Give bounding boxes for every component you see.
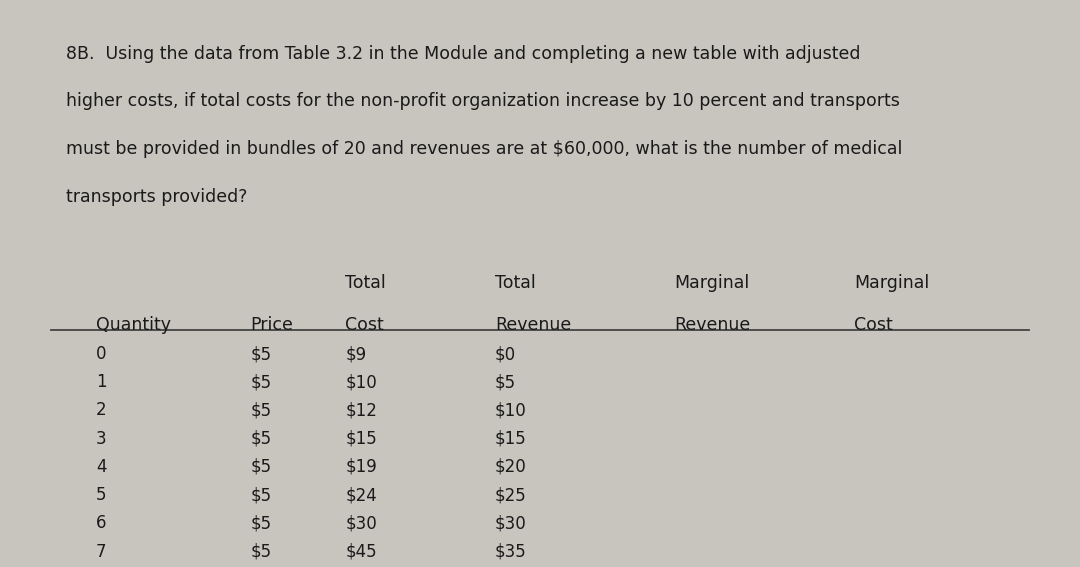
- Text: $12: $12: [346, 401, 377, 420]
- Text: $5: $5: [251, 373, 272, 391]
- Text: Cost: Cost: [854, 316, 893, 334]
- Text: 7: 7: [96, 543, 107, 561]
- Text: Revenue: Revenue: [675, 316, 751, 334]
- Text: $5: $5: [251, 401, 272, 420]
- Text: Cost: Cost: [346, 316, 384, 334]
- Text: 8B.  Using the data from Table 3.2 in the Module and completing a new table with: 8B. Using the data from Table 3.2 in the…: [66, 45, 861, 62]
- Text: $5: $5: [251, 486, 272, 504]
- Text: $0: $0: [495, 345, 516, 363]
- Text: $5: $5: [495, 373, 516, 391]
- Text: Price: Price: [251, 316, 294, 334]
- Text: 3: 3: [96, 430, 107, 448]
- Text: Marginal: Marginal: [854, 274, 930, 292]
- Text: Revenue: Revenue: [495, 316, 571, 334]
- Text: 1: 1: [96, 373, 107, 391]
- Text: 5: 5: [96, 486, 107, 504]
- Text: $10: $10: [346, 373, 377, 391]
- Text: $15: $15: [495, 430, 527, 448]
- Text: $9: $9: [346, 345, 366, 363]
- Text: $24: $24: [346, 486, 377, 504]
- Text: $5: $5: [251, 430, 272, 448]
- Text: Total: Total: [346, 274, 387, 292]
- Text: $5: $5: [251, 345, 272, 363]
- Text: $45: $45: [346, 543, 377, 561]
- Text: transports provided?: transports provided?: [66, 188, 247, 206]
- Text: higher costs, if total costs for the non-profit organization increase by 10 perc: higher costs, if total costs for the non…: [66, 92, 900, 111]
- Text: $5: $5: [251, 458, 272, 476]
- Text: $19: $19: [346, 458, 377, 476]
- Text: $30: $30: [495, 514, 527, 532]
- Text: 6: 6: [96, 514, 107, 532]
- Text: 0: 0: [96, 345, 107, 363]
- Text: $5: $5: [251, 514, 272, 532]
- Text: $35: $35: [495, 543, 527, 561]
- Text: Total: Total: [495, 274, 536, 292]
- Text: $20: $20: [495, 458, 527, 476]
- Text: Marginal: Marginal: [675, 274, 750, 292]
- Text: $10: $10: [495, 401, 527, 420]
- Text: 2: 2: [96, 401, 107, 420]
- Text: must be provided in bundles of 20 and revenues are at $60,000, what is the numbe: must be provided in bundles of 20 and re…: [66, 141, 903, 158]
- Text: $15: $15: [346, 430, 377, 448]
- Text: $25: $25: [495, 486, 527, 504]
- Text: 4: 4: [96, 458, 107, 476]
- Text: Quantity: Quantity: [96, 316, 171, 334]
- Text: $30: $30: [346, 514, 377, 532]
- Text: $5: $5: [251, 543, 272, 561]
